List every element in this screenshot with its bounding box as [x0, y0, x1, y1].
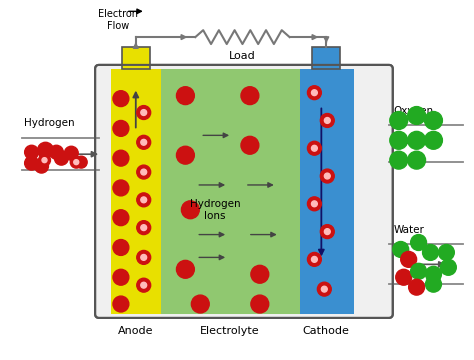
Circle shape: [390, 151, 408, 169]
Circle shape: [390, 131, 408, 149]
Circle shape: [426, 276, 441, 292]
Circle shape: [35, 159, 48, 173]
Bar: [300, 69, 354, 314]
Circle shape: [409, 279, 425, 295]
Circle shape: [137, 278, 151, 292]
Circle shape: [141, 197, 146, 203]
Circle shape: [113, 121, 129, 136]
Circle shape: [113, 296, 129, 312]
Circle shape: [113, 180, 129, 196]
Circle shape: [390, 112, 408, 129]
Text: Cathode: Cathode: [303, 326, 350, 336]
Circle shape: [141, 109, 146, 116]
Circle shape: [396, 269, 411, 285]
Circle shape: [141, 282, 146, 288]
Circle shape: [308, 86, 321, 100]
Text: Electron
Flow: Electron Flow: [98, 9, 138, 31]
Circle shape: [176, 87, 194, 105]
Circle shape: [320, 169, 334, 183]
Circle shape: [38, 154, 50, 166]
FancyBboxPatch shape: [95, 65, 393, 318]
Circle shape: [137, 105, 151, 120]
Circle shape: [113, 150, 129, 166]
Circle shape: [320, 225, 334, 239]
Bar: [161, 69, 300, 314]
Circle shape: [311, 256, 317, 262]
Circle shape: [308, 141, 321, 155]
Circle shape: [324, 229, 330, 234]
Circle shape: [113, 91, 129, 107]
Circle shape: [25, 145, 38, 159]
Circle shape: [318, 282, 331, 296]
Circle shape: [311, 90, 317, 96]
Circle shape: [37, 142, 54, 158]
Circle shape: [75, 156, 87, 168]
Circle shape: [141, 169, 146, 175]
Circle shape: [408, 151, 426, 169]
Circle shape: [408, 131, 426, 149]
Circle shape: [324, 173, 330, 179]
Circle shape: [308, 252, 321, 266]
Circle shape: [55, 151, 68, 165]
Circle shape: [241, 87, 259, 105]
Circle shape: [311, 201, 317, 207]
Circle shape: [426, 266, 441, 282]
Circle shape: [176, 146, 194, 164]
Text: Hydrogen: Hydrogen: [24, 118, 74, 129]
Circle shape: [137, 193, 151, 207]
Circle shape: [311, 145, 317, 151]
Circle shape: [113, 210, 129, 226]
Circle shape: [393, 242, 409, 257]
Text: Oxygen: Oxygen: [394, 105, 434, 116]
Circle shape: [137, 165, 151, 179]
Text: Water: Water: [394, 225, 425, 235]
Circle shape: [320, 113, 334, 127]
Circle shape: [241, 136, 259, 154]
Circle shape: [425, 131, 442, 149]
Circle shape: [64, 146, 78, 160]
Circle shape: [176, 260, 194, 278]
Circle shape: [25, 156, 38, 170]
Circle shape: [308, 197, 321, 211]
Circle shape: [137, 221, 151, 235]
Circle shape: [422, 244, 438, 260]
Circle shape: [137, 135, 151, 149]
Circle shape: [191, 295, 209, 313]
Circle shape: [113, 269, 129, 285]
Circle shape: [141, 255, 146, 260]
Circle shape: [182, 201, 199, 219]
Circle shape: [251, 265, 269, 283]
Circle shape: [401, 251, 417, 267]
Circle shape: [74, 159, 79, 165]
Bar: [111, 69, 161, 314]
Circle shape: [141, 225, 146, 230]
Text: Electrolyte: Electrolyte: [200, 326, 260, 336]
Circle shape: [251, 295, 269, 313]
Circle shape: [410, 235, 427, 251]
Circle shape: [70, 156, 82, 168]
Circle shape: [410, 264, 427, 279]
Circle shape: [321, 286, 327, 292]
Circle shape: [440, 260, 456, 275]
Circle shape: [425, 112, 442, 129]
Bar: [122, 47, 150, 69]
Circle shape: [408, 107, 426, 125]
Circle shape: [42, 158, 47, 163]
Circle shape: [49, 145, 64, 159]
Text: Anode: Anode: [118, 326, 154, 336]
Text: Hydrogen
Ions: Hydrogen Ions: [190, 199, 240, 221]
Circle shape: [324, 118, 330, 123]
Bar: [312, 47, 340, 69]
Circle shape: [438, 244, 454, 260]
Circle shape: [113, 239, 129, 255]
Circle shape: [137, 251, 151, 264]
Text: Load: Load: [228, 51, 255, 61]
Circle shape: [141, 139, 146, 145]
